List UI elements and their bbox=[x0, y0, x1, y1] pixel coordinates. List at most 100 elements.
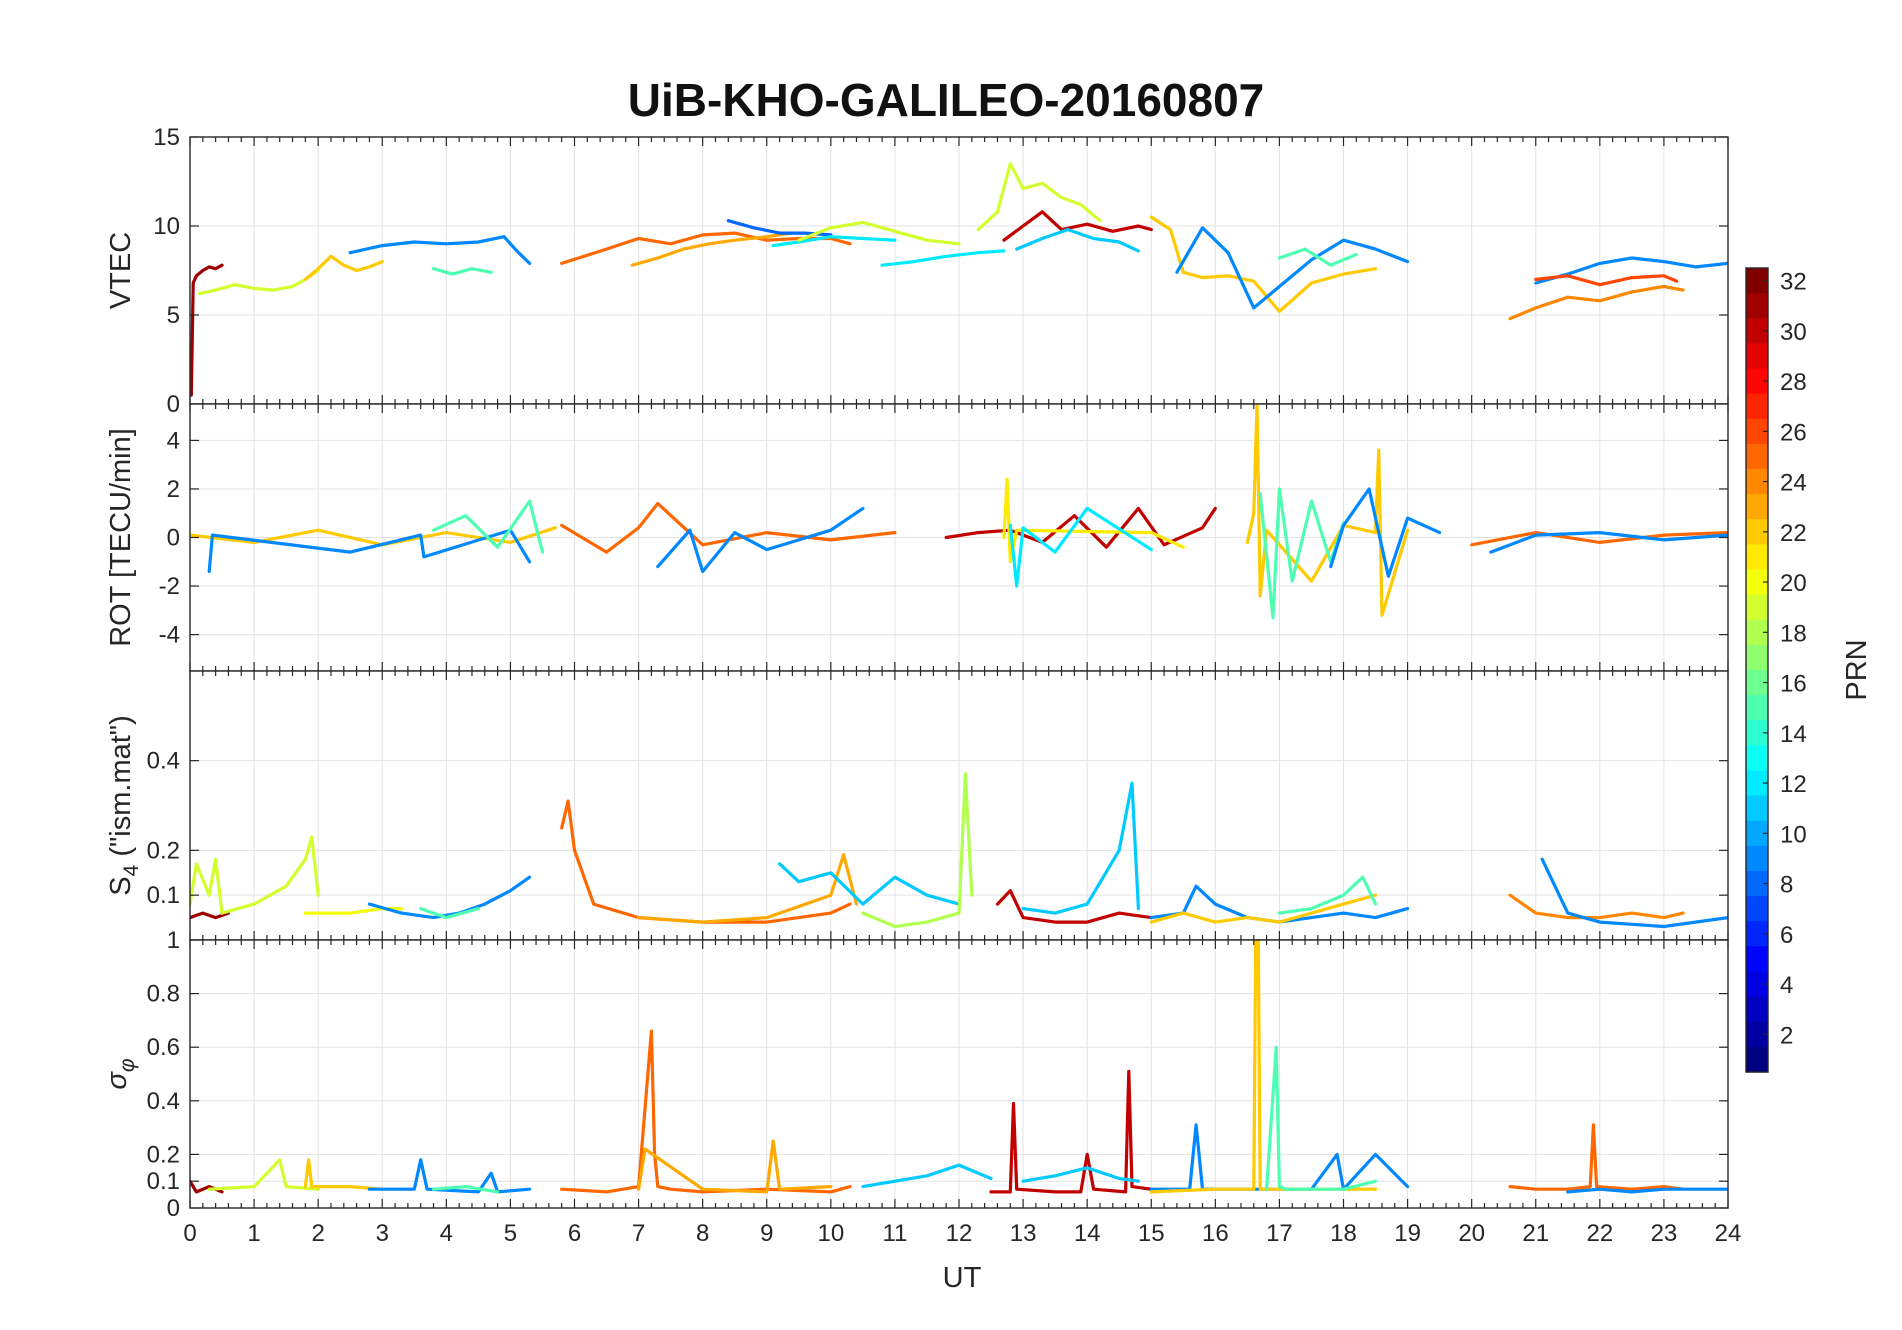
series-line-prn-19 bbox=[976, 162, 1102, 232]
y-tick-label: 0 bbox=[167, 1195, 180, 1222]
y-axis-label-main: σ bbox=[101, 1071, 133, 1090]
series-group bbox=[190, 162, 1728, 397]
series-line-prn-30 bbox=[989, 1069, 1153, 1194]
series-line-prn-22 bbox=[1245, 404, 1410, 617]
y-tick-label: 0.1 bbox=[147, 882, 180, 909]
colorbar-segment bbox=[1746, 695, 1768, 721]
series-line-prn-12 bbox=[1008, 506, 1153, 588]
x-tick-label: 21 bbox=[1522, 1220, 1549, 1247]
x-tick-label: 8 bbox=[696, 1220, 709, 1247]
colorbar-tick-label: 30 bbox=[1780, 319, 1807, 346]
series-line-prn-23 bbox=[636, 1139, 833, 1194]
series-line-prn-19 bbox=[797, 220, 961, 246]
colorbar-segment bbox=[1746, 896, 1768, 922]
y-tick-label: 0.1 bbox=[147, 1168, 180, 1195]
series-line-prn-19 bbox=[207, 1158, 320, 1191]
series-line-prn-9 bbox=[1566, 1187, 1728, 1194]
colorbar-segment bbox=[1746, 393, 1768, 420]
series-line-prn-22 bbox=[303, 254, 384, 281]
colorbar-tick-label: 18 bbox=[1780, 620, 1807, 647]
y-tick-label: 5 bbox=[167, 302, 180, 329]
x-tick-label: 0 bbox=[183, 1220, 196, 1247]
series-line-prn-19 bbox=[198, 268, 320, 296]
series-line-prn-9 bbox=[367, 1158, 532, 1194]
y-tick-label: 0 bbox=[167, 525, 180, 552]
y-tick-label: 0.4 bbox=[147, 1088, 180, 1115]
colorbar-segment bbox=[1746, 921, 1768, 947]
y-axis-label-sub: 4 bbox=[120, 864, 143, 876]
series-line-prn-15 bbox=[1277, 875, 1378, 915]
y-tick-label: 1 bbox=[167, 927, 180, 954]
colorbar-segment bbox=[1746, 670, 1768, 696]
colorbar-segment bbox=[1746, 544, 1768, 571]
colorbar-tick-label: 32 bbox=[1780, 269, 1807, 296]
colorbar-tick-label: 26 bbox=[1780, 419, 1807, 446]
series-group bbox=[190, 404, 1728, 620]
series-line-prn-20 bbox=[303, 906, 404, 915]
series-line-prn-11 bbox=[1015, 228, 1141, 253]
series-line-prn-31 bbox=[190, 263, 224, 397]
series-line-prn-23 bbox=[630, 231, 795, 267]
y-axis-label: VTEC bbox=[105, 232, 137, 309]
series-line-prn-9 bbox=[348, 235, 532, 265]
series-line-prn-22 bbox=[303, 1158, 384, 1191]
y-tick-label: 0 bbox=[167, 391, 180, 418]
x-tick-label: 4 bbox=[440, 1220, 453, 1247]
panel-s4: 0.1 0.2 0.4S4 ("ism.mat") bbox=[105, 670, 1729, 941]
y-axis-label-sub: φ bbox=[116, 1058, 139, 1072]
colorbar-tick-label: 14 bbox=[1780, 721, 1807, 748]
series-line-prn-9 bbox=[1329, 487, 1442, 578]
x-tick-label: 7 bbox=[632, 1220, 645, 1247]
y-tick-label: 0.2 bbox=[147, 1141, 180, 1168]
x-tick-label: 6 bbox=[568, 1220, 581, 1247]
series-line-prn-11 bbox=[1021, 1166, 1141, 1183]
series-line-prn-9 bbox=[1175, 226, 1410, 310]
series-line-prn-30 bbox=[995, 889, 1153, 924]
series-line-prn-15 bbox=[1277, 247, 1358, 267]
y-axis-label: ROT [TECU/min] bbox=[105, 428, 137, 647]
series-line-prn-25 bbox=[560, 501, 897, 554]
x-tick-label: 17 bbox=[1266, 1220, 1293, 1247]
series-group bbox=[190, 772, 1728, 929]
y-tick-label: 10 bbox=[153, 213, 180, 240]
y-axis-label: S4 ("ism.mat") bbox=[105, 715, 143, 896]
y-tick-label: 0.4 bbox=[147, 748, 180, 775]
panel-rot: -4 -2 0 2 4 ROT [TECU/min] bbox=[105, 403, 1729, 672]
y-tick-label: 0.2 bbox=[147, 837, 180, 864]
series-line-prn-31 bbox=[190, 911, 230, 920]
series-line-prn-9 bbox=[656, 506, 865, 574]
colorbar-segment bbox=[1746, 443, 1768, 470]
y-axis-label: σφ bbox=[101, 1058, 139, 1090]
x-tick-label: 23 bbox=[1651, 1220, 1678, 1247]
series-line-prn-11 bbox=[1021, 781, 1141, 915]
colorbar-label: PRN bbox=[1841, 639, 1873, 700]
series-line-prn-15 bbox=[431, 1184, 500, 1194]
x-tick-label: 9 bbox=[760, 1220, 773, 1247]
series-line-prn-30 bbox=[1002, 210, 1153, 242]
colorbar-segment bbox=[1746, 619, 1768, 646]
colorbar-tick-label: 24 bbox=[1780, 470, 1807, 497]
colorbar-segment bbox=[1746, 1021, 1768, 1048]
y-tick-label: 4 bbox=[167, 427, 180, 454]
series-line-prn-9 bbox=[1534, 256, 1728, 285]
colorbar-tick-label: 22 bbox=[1780, 520, 1807, 547]
y-tick-label: 15 bbox=[153, 124, 180, 151]
x-tick-label: 22 bbox=[1586, 1220, 1613, 1247]
colorbar-segment bbox=[1746, 494, 1768, 520]
colorbar-segment bbox=[1746, 720, 1768, 746]
series-line-prn-18 bbox=[861, 772, 974, 929]
series-line-prn-24 bbox=[1508, 284, 1685, 321]
colorbar-segment bbox=[1746, 1046, 1768, 1073]
x-tick-label: 18 bbox=[1330, 1220, 1357, 1247]
series-line-prn-9 bbox=[1540, 857, 1728, 929]
x-tick-label: 5 bbox=[504, 1220, 517, 1247]
x-tick-label: 20 bbox=[1458, 1220, 1485, 1247]
y-axis-label-rest: ("ism.mat") bbox=[105, 715, 137, 864]
series-line-prn-15 bbox=[1264, 1045, 1378, 1191]
series-line-prn-15 bbox=[419, 906, 480, 920]
colorbar-segment bbox=[1746, 845, 1768, 872]
